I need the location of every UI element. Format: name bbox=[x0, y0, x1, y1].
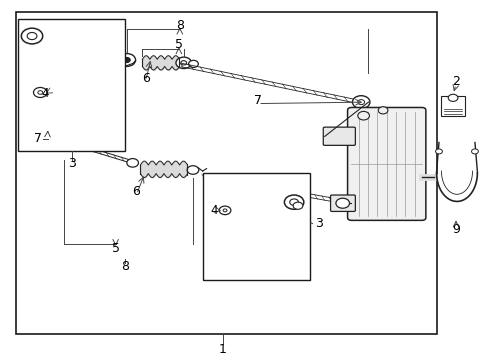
Text: 4: 4 bbox=[210, 204, 218, 217]
Text: 2: 2 bbox=[451, 75, 459, 88]
Circle shape bbox=[59, 132, 63, 135]
Text: 1: 1 bbox=[218, 343, 226, 356]
Circle shape bbox=[45, 123, 55, 130]
Circle shape bbox=[38, 91, 42, 94]
Circle shape bbox=[447, 94, 457, 102]
Bar bbox=[16, 12, 436, 334]
FancyBboxPatch shape bbox=[330, 195, 355, 211]
Circle shape bbox=[54, 129, 68, 139]
Text: 5: 5 bbox=[175, 39, 183, 51]
Text: 5: 5 bbox=[111, 242, 120, 255]
Bar bbox=[19, 19, 125, 152]
Circle shape bbox=[292, 202, 302, 209]
Circle shape bbox=[39, 118, 61, 134]
Circle shape bbox=[126, 158, 138, 167]
Text: 8: 8 bbox=[121, 260, 129, 273]
Text: 6: 6 bbox=[142, 72, 149, 85]
Circle shape bbox=[219, 206, 230, 215]
Circle shape bbox=[118, 54, 135, 66]
FancyBboxPatch shape bbox=[347, 108, 425, 220]
Text: 8: 8 bbox=[176, 19, 183, 32]
Circle shape bbox=[435, 149, 442, 154]
Circle shape bbox=[470, 149, 477, 154]
Circle shape bbox=[289, 199, 298, 205]
Circle shape bbox=[377, 107, 387, 114]
Text: 3: 3 bbox=[68, 157, 76, 170]
Circle shape bbox=[188, 60, 198, 67]
Text: 6: 6 bbox=[132, 185, 140, 198]
Circle shape bbox=[123, 58, 130, 63]
Text: 3: 3 bbox=[314, 217, 322, 230]
Circle shape bbox=[187, 166, 199, 174]
Text: 7: 7 bbox=[254, 94, 262, 107]
FancyBboxPatch shape bbox=[323, 127, 355, 145]
Text: 9: 9 bbox=[451, 223, 459, 236]
Circle shape bbox=[335, 198, 349, 208]
Text: 7: 7 bbox=[34, 132, 42, 145]
Circle shape bbox=[27, 32, 37, 40]
Circle shape bbox=[181, 61, 186, 65]
Circle shape bbox=[21, 28, 42, 44]
Circle shape bbox=[284, 195, 303, 209]
Text: 4: 4 bbox=[41, 87, 49, 100]
Bar bbox=[441, 96, 464, 116]
Circle shape bbox=[357, 111, 369, 120]
Bar bbox=[203, 173, 309, 280]
Circle shape bbox=[352, 96, 369, 109]
Circle shape bbox=[176, 57, 191, 68]
Circle shape bbox=[33, 87, 47, 98]
Circle shape bbox=[357, 100, 364, 105]
Circle shape bbox=[223, 209, 226, 212]
